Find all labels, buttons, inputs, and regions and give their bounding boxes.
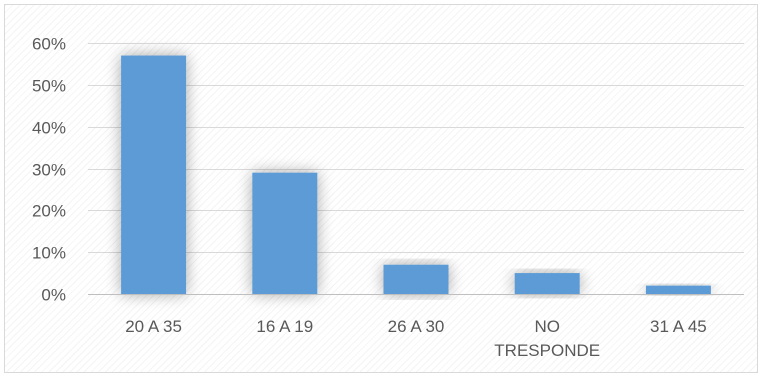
x-tick-label: 26 A 30 — [388, 317, 445, 336]
y-tick-label: 30% — [32, 161, 66, 180]
x-tick-label: 31 A 45 — [650, 317, 707, 336]
x-tick-label: 20 A 35 — [125, 317, 182, 336]
y-tick-label: 60% — [32, 35, 66, 54]
y-axis-ticks: 0% 10% 20% 30% 40% 50% 60% — [32, 35, 66, 305]
bar — [252, 172, 318, 294]
y-tick-label: 10% — [32, 244, 66, 263]
bar — [645, 285, 711, 294]
bar — [121, 55, 187, 294]
gridlines — [88, 43, 744, 253]
x-tick-label: NO TRESPONDE — [494, 317, 600, 360]
x-tick-label: 16 A 19 — [256, 317, 313, 336]
y-tick-label: 0% — [41, 286, 66, 305]
y-tick-label: 50% — [32, 77, 66, 96]
bars — [121, 55, 711, 294]
y-tick-label: 40% — [32, 119, 66, 138]
bar — [383, 264, 449, 294]
x-axis-ticks: 20 A 35 16 A 19 26 A 30 NO TRESPONDE 31 A 45 — [125, 317, 707, 360]
bar — [514, 273, 580, 294]
y-tick-label: 20% — [32, 202, 66, 221]
